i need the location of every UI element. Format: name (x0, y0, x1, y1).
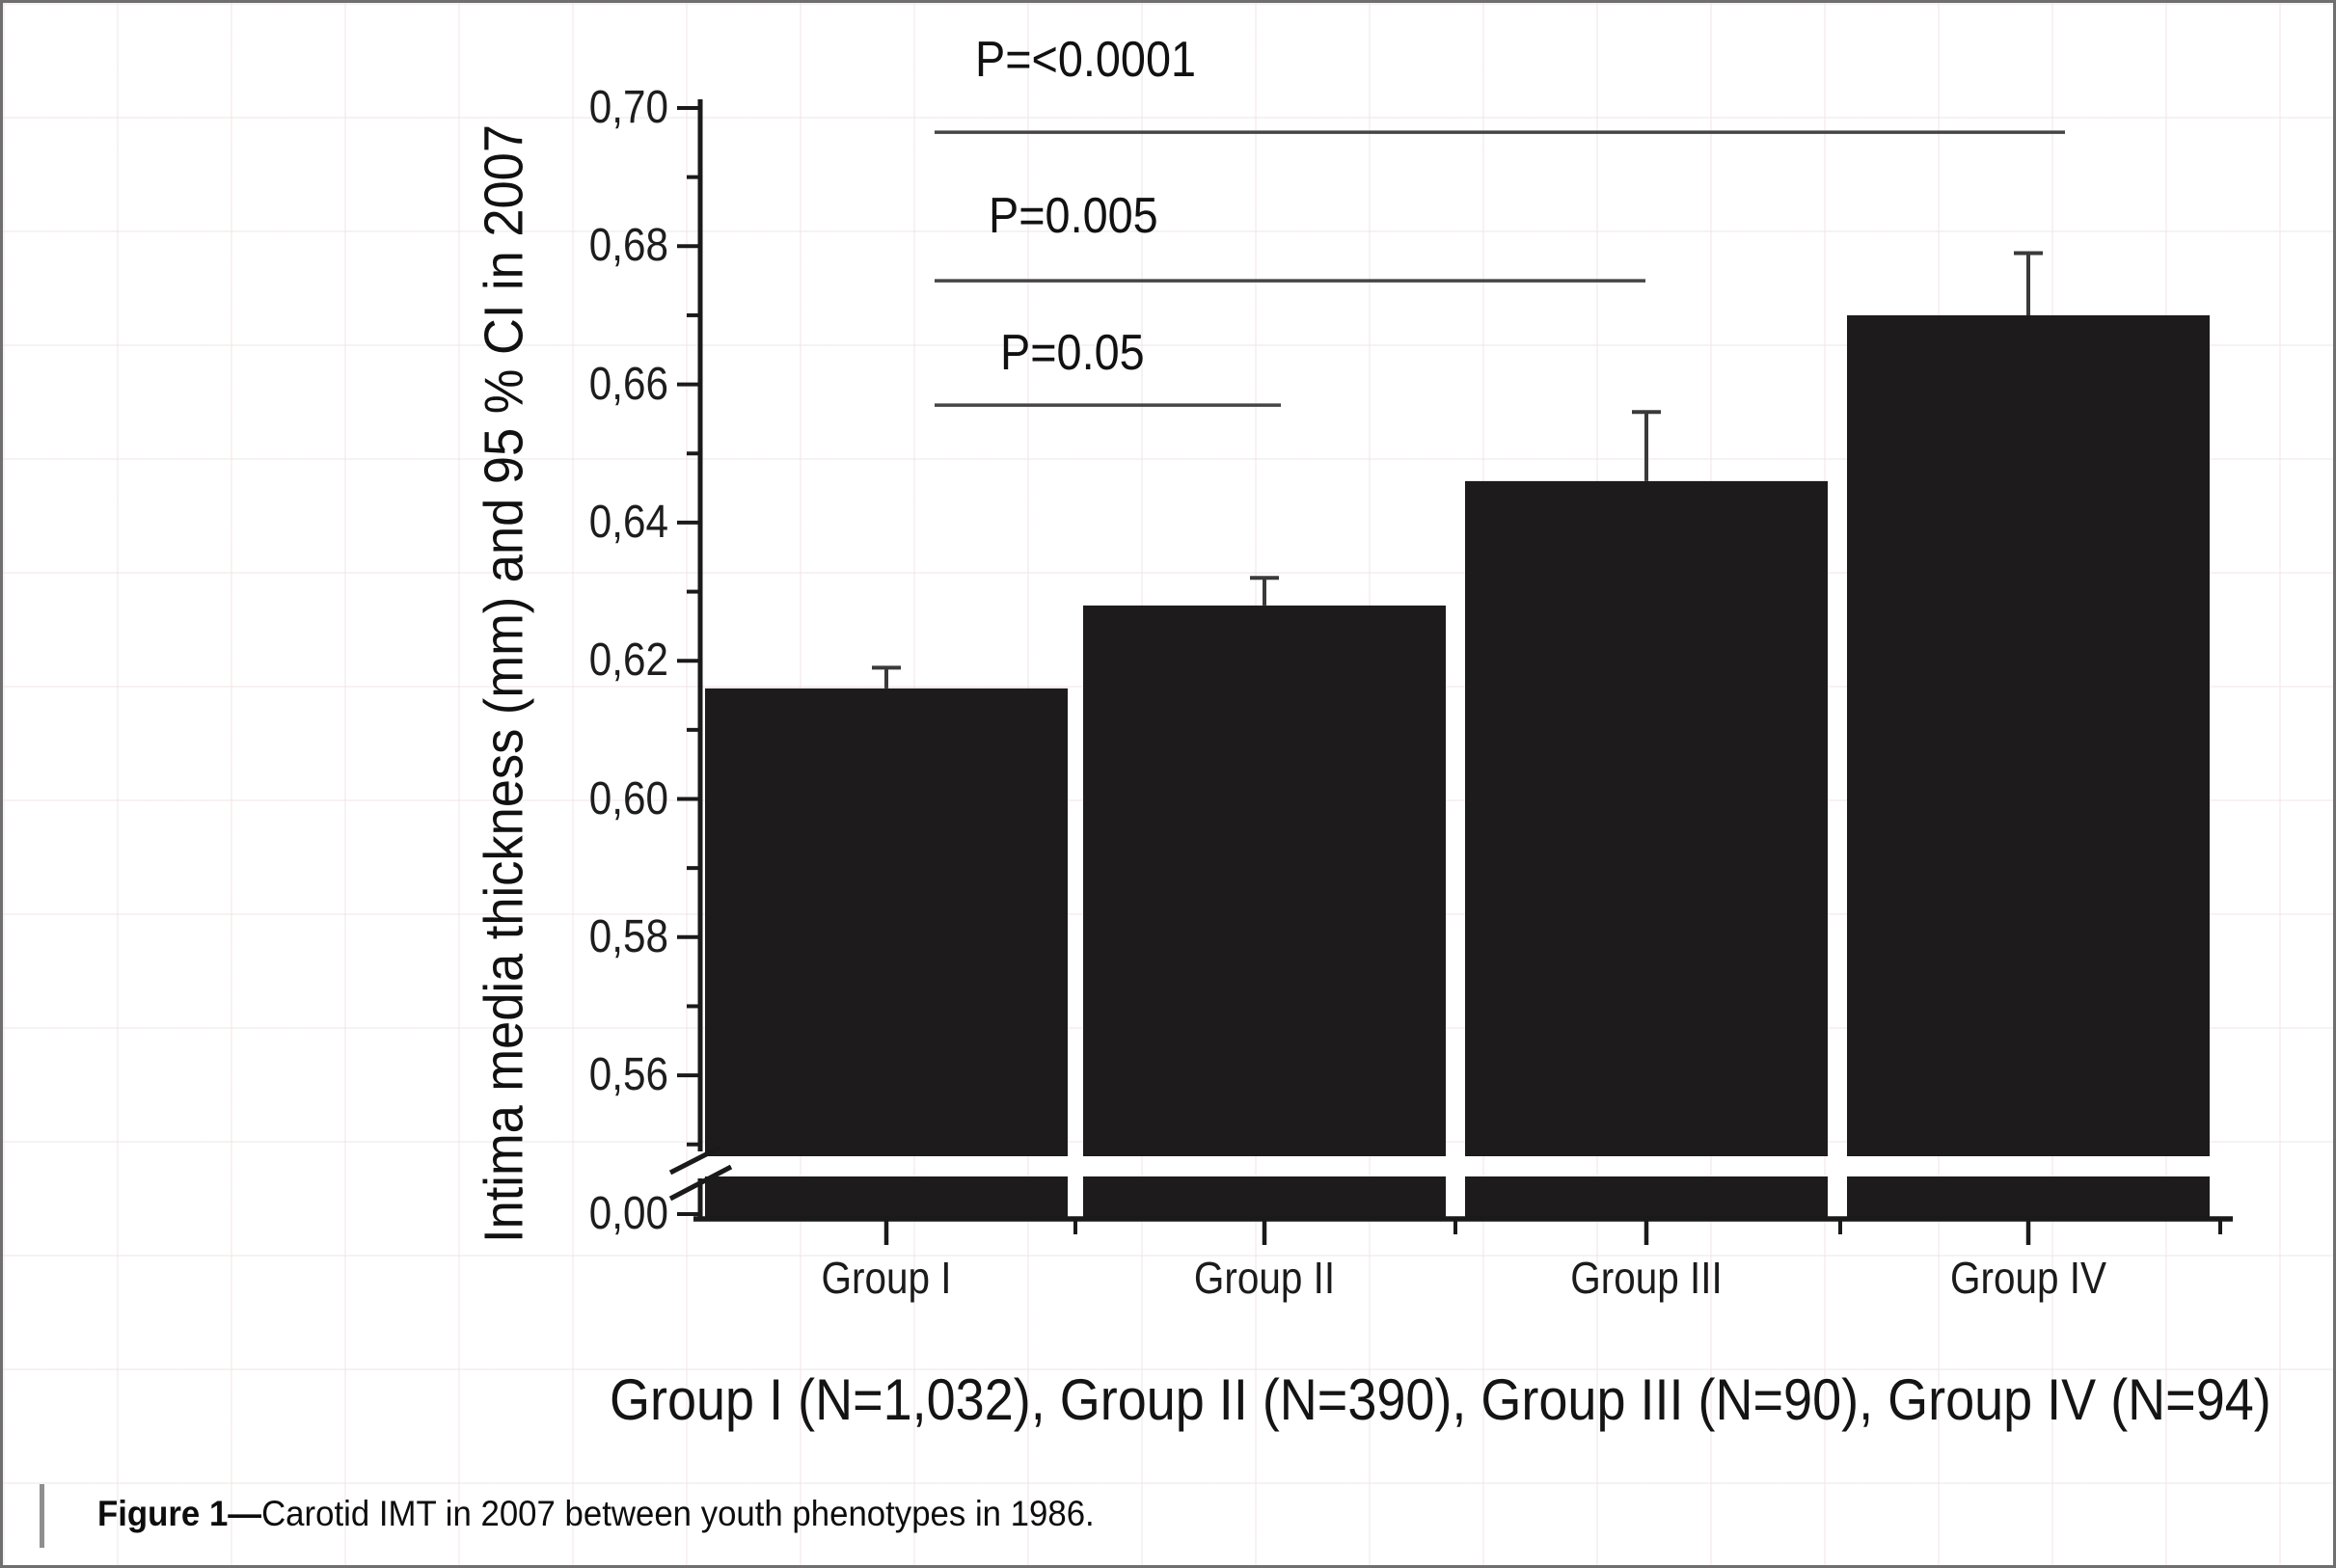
y-tick-label-0: 0,70 (588, 82, 668, 133)
figure-caption-number: Figure 1— (97, 1494, 262, 1533)
x-category-label-group-ii: Group II (1193, 1253, 1336, 1303)
bar-stub-group-iv (1847, 1176, 2210, 1219)
x-category-label-group-iii: Group III (1570, 1253, 1723, 1303)
bar-chart-canvas (668, 99, 2233, 1245)
y-tick-label-8: 0,00 (588, 1188, 668, 1239)
caption-margin-bar (40, 1484, 44, 1548)
y-tick-label-6: 0,58 (588, 910, 668, 962)
bar-stub-group-iii (1465, 1176, 1828, 1219)
figure-caption-text: Carotid IMT in 2007 between youth phenot… (261, 1494, 1095, 1533)
bar-group-i (705, 688, 1068, 1156)
bar-group-ii (1083, 605, 1446, 1156)
y-tick-label-3: 0,64 (588, 496, 668, 548)
y-tick-label-5: 0,60 (588, 772, 668, 825)
y-tick-label-4: 0,62 (588, 635, 668, 687)
significance-label-group-iii: P=0.005 (989, 188, 1158, 244)
x-category-label-group-i: Group I (821, 1253, 952, 1303)
y-tick-label-1: 0,68 (588, 220, 668, 272)
significance-label-group-iv: P=<0.0001 (975, 32, 1197, 88)
y-tick-label-7: 0,56 (588, 1049, 668, 1101)
x-category-label-group-iv: Group IV (1949, 1253, 2107, 1303)
bar-group-iv (1847, 314, 2210, 1156)
bar-stub-group-ii (1083, 1176, 1446, 1219)
bar-group-iii (1465, 480, 1828, 1156)
y-tick-label-2: 0,66 (588, 358, 668, 410)
axis-break-slash-upper (668, 1145, 721, 1176)
significance-label-group-ii: P=0.05 (1000, 325, 1145, 381)
figure-caption: Figure 1—Carotid IMT in 2007 between you… (97, 1492, 1095, 1536)
group-sample-sizes-subtitle: Group I (N=1,032), Group II (N=390), Gro… (610, 1367, 2271, 1432)
axis-break-slash-lower (668, 1164, 733, 1202)
bar-stub-group-i (705, 1176, 1068, 1219)
